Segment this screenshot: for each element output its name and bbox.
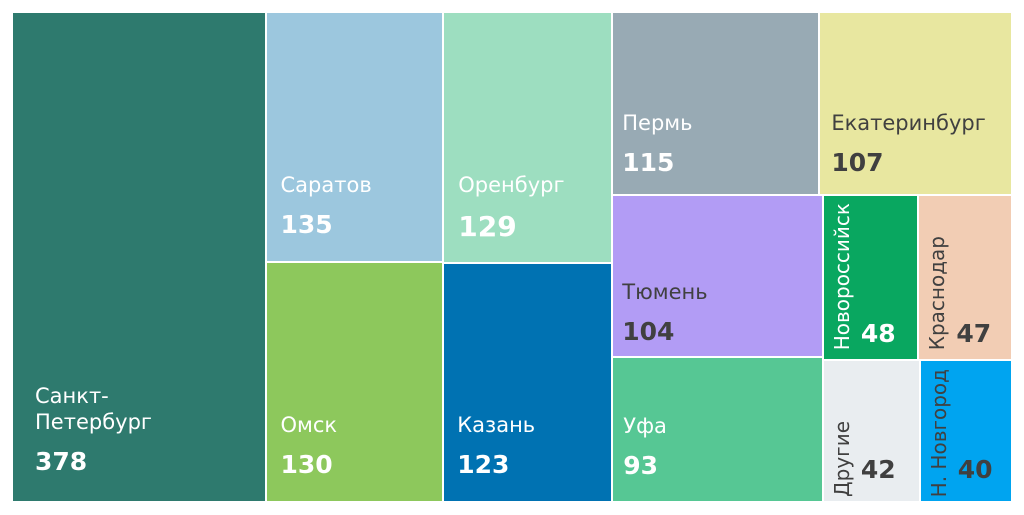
treemap-cell-saint-petersburg: Санкт-Петербург 378 [13, 13, 265, 501]
treemap-cell-text: Омск 130 [281, 412, 338, 480]
treemap-cell-text: Оренбург 129 [458, 172, 564, 244]
treemap-cell-value: 40 [957, 454, 993, 484]
treemap-cell-value: 115 [622, 147, 675, 177]
treemap-cell-value: 47 [956, 318, 992, 348]
treemap-cell-value: 42 [860, 454, 896, 484]
treemap-cell-label: Саратов [280, 172, 372, 197]
treemap-cell-label: Н. Новгород [926, 368, 951, 497]
treemap-cell-value: 129 [458, 209, 517, 243]
treemap-cell-value: 104 [622, 316, 675, 346]
treemap-cell-value: 378 [35, 447, 88, 476]
treemap-cell-saratov: Саратов 135 [266, 13, 443, 261]
treemap-cell-label: Пермь [622, 110, 693, 135]
treemap-cell-label: Омск [280, 412, 338, 437]
treemap-cell-orenburg: Оренбург 129 [444, 13, 612, 262]
treemap-cell-label: Санкт-Петербург [35, 384, 152, 434]
treemap-cell-value: 135 [280, 209, 333, 239]
treemap-cell-other: Другие 42 [823, 360, 919, 501]
treemap-cell-label: Новороссийск [829, 203, 854, 351]
treemap-cell-value: 48 [860, 318, 896, 348]
treemap-cell-text: Санкт-Петербург 378 [35, 383, 195, 477]
treemap-cell-omsk: Омск 130 [266, 262, 443, 501]
treemap-cell-nizhny-novgorod: Н. Новгород 40 [920, 360, 1011, 501]
treemap-cell-text: Пермь 115 [622, 110, 692, 178]
treemap-cell-label: Екатеринбург [831, 110, 986, 135]
treemap-cell-perm: Пермь 115 [613, 13, 819, 194]
treemap-cell-text: Тюмень 104 [622, 279, 707, 347]
treemap-cell-value: 130 [280, 449, 333, 479]
treemap-cell-label: Тюмень [622, 279, 708, 304]
treemap-cell-tyumen: Тюмень 104 [613, 195, 822, 356]
treemap-cell-value: 93 [623, 450, 659, 480]
treemap-cell-kazan: Казань 123 [444, 263, 612, 501]
treemap-cell-text: Саратов 135 [281, 172, 372, 240]
treemap-cell-label: Краснодар [925, 236, 950, 351]
treemap-cell-ufa: Уфа 93 [613, 357, 822, 501]
treemap-cell-text: Уфа 93 [623, 413, 667, 481]
treemap-cell-label: Другие [829, 421, 854, 497]
treemap-cell-label: Оренбург [458, 172, 565, 197]
treemap-cell-yekaterinburg: Екатеринбург 107 [820, 13, 1011, 194]
treemap-cell-text: Екатеринбург 107 [831, 110, 985, 178]
treemap-cell-value: 107 [831, 147, 884, 177]
treemap-cell-label: Казань [457, 412, 536, 437]
treemap-cell-text: Казань 123 [457, 412, 535, 480]
treemap-cell-novorossiysk: Новороссийск 48 [823, 195, 918, 359]
treemap-cell-krasnodar: Краснодар 47 [919, 195, 1011, 359]
treemap-cell-value: 123 [457, 449, 510, 479]
treemap-cell-label: Уфа [623, 413, 667, 438]
